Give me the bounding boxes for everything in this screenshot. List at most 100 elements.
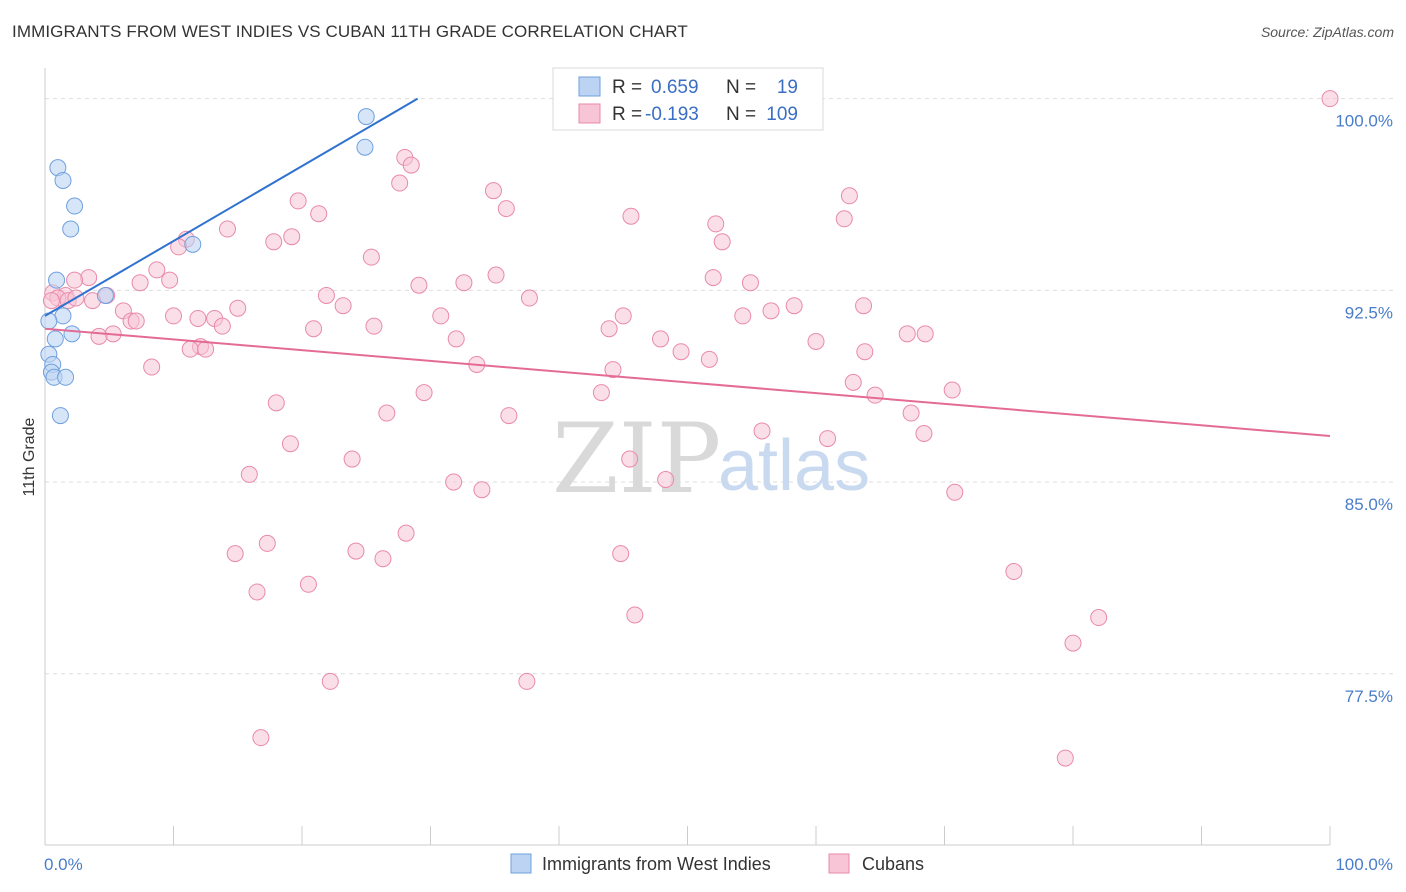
cubans-point-26	[741, 274, 759, 292]
chart-title: IMMIGRANTS FROM WEST INDIES VS CUBAN 11T…	[12, 22, 688, 41]
gridlines	[45, 98, 1393, 675]
cubans-point-27	[410, 276, 428, 294]
cubans-point-54	[600, 320, 618, 338]
cubans-point-5	[840, 187, 858, 205]
cubans-point-99	[299, 575, 317, 593]
west-indies-point-3	[54, 171, 72, 189]
correlation-legend: R = 0.659 N = 19 R = -0.193 N = 109	[552, 67, 824, 131]
y-tick-label-1: 92.5%	[1345, 303, 1393, 322]
y-axis-label: 11th Grade	[21, 417, 38, 496]
x-tick-label-right: 100.0%	[1335, 855, 1393, 874]
legend-n-value-1: 19	[777, 77, 798, 98]
source-credit: Source: ZipAtlas.com	[1260, 24, 1394, 40]
cubans-point-68	[700, 350, 718, 368]
cubans-point-76	[866, 386, 884, 404]
legend-n-label-1: N =	[726, 77, 756, 98]
west-indies-point-8	[96, 286, 114, 304]
cubans-point-20	[487, 266, 505, 284]
watermark-atlas: atlas	[718, 426, 870, 506]
cubans-point-22	[161, 271, 179, 289]
y-tick-labels: 100.0% 92.5% 85.0% 77.5%	[1335, 112, 1393, 706]
cubans-point-71	[604, 361, 622, 379]
cubans-point-72	[844, 373, 862, 391]
cubans-point-104	[321, 672, 339, 690]
legend-r-value-2: -0.193	[645, 104, 699, 125]
cubans-point-96	[612, 545, 630, 563]
cubans-point-77	[267, 394, 285, 412]
cubans-point-91	[946, 483, 964, 501]
cubans-point-12	[218, 220, 236, 238]
cubans-point-38	[334, 297, 352, 315]
cubans-point-74	[415, 384, 433, 402]
cubans-point-105	[518, 672, 536, 690]
cubans-point-60	[447, 330, 465, 348]
cubans-point-92	[397, 524, 415, 542]
cubans-trend-line	[44, 327, 1331, 438]
legend-swatch-cubans	[578, 103, 601, 124]
cubans-point-4	[484, 182, 502, 200]
watermark: ZIP atlas	[552, 403, 870, 515]
y-tick-label-2: 85.0%	[1345, 495, 1393, 514]
cubans-point-106	[252, 729, 270, 747]
west-indies-point-7	[48, 271, 66, 289]
cubans-point-73	[943, 381, 961, 399]
bottom-legend-swatch-west-indies	[510, 853, 532, 874]
bottom-legend-label-west-indies: Immigrants from West Indies	[542, 854, 771, 874]
west-indies-point-0	[357, 108, 375, 126]
cubans-point-9	[622, 207, 640, 225]
cubans-point-32	[520, 289, 538, 307]
cubans-point-82	[915, 424, 933, 442]
cubans-point-64	[181, 340, 199, 358]
cubans-point-19	[148, 261, 166, 279]
y-tick-label-0: 100.0%	[1335, 112, 1393, 131]
legend-r-label-1: R =	[612, 77, 642, 98]
cubans-point-0	[1321, 90, 1339, 108]
west-indies-trend-line	[44, 97, 419, 317]
cubans-point-103	[1064, 634, 1082, 652]
legend-n-label-2: N =	[726, 104, 756, 125]
cubans-point-46	[762, 302, 780, 320]
cubans-point-86	[621, 450, 639, 468]
cubans-point-55	[305, 320, 323, 338]
cubans-point-100	[248, 583, 266, 601]
cubans-point-95	[226, 545, 244, 563]
cubans-point-8	[310, 205, 328, 223]
series-legend: Immigrants from West Indies Cubans	[510, 853, 924, 874]
west-indies-point-1	[356, 138, 374, 156]
cubans-point-94	[347, 542, 365, 560]
cubans-point-53	[365, 317, 383, 335]
cubans-point-52	[213, 317, 231, 335]
west-indies-point-17	[57, 368, 75, 386]
cubans-point-2	[402, 156, 420, 174]
cubans-point-21	[80, 269, 98, 287]
cubans-point-35	[42, 292, 60, 310]
cubans-point-45	[734, 307, 752, 325]
cubans-point-79	[500, 407, 518, 425]
cubans-point-85	[343, 450, 361, 468]
cubans-point-40	[855, 297, 873, 315]
cubans-point-47	[432, 307, 450, 325]
cubans-point-97	[374, 550, 392, 568]
cubans-point-102	[1090, 609, 1108, 627]
cubans-point-13	[283, 228, 301, 246]
cubans-point-7	[497, 200, 515, 218]
cubans-point-25	[455, 274, 473, 292]
cubans-point-44	[614, 307, 632, 325]
west-indies-point-4	[66, 197, 84, 215]
cubans-point-48	[189, 309, 207, 327]
cubans-point-24	[131, 274, 149, 292]
legend-swatch-west-indies	[578, 76, 601, 97]
cubans-point-23	[66, 271, 84, 289]
cubans-point-10	[835, 210, 853, 228]
cubans-point-62	[807, 332, 825, 350]
y-tick-label-3: 77.5%	[1345, 687, 1393, 706]
cubans-point-87	[240, 465, 258, 483]
cubans-point-51	[127, 312, 145, 330]
cubans-point-15	[265, 233, 283, 251]
cubans-point-70	[143, 358, 161, 376]
cubans-point-59	[916, 325, 934, 343]
cubans-point-83	[819, 430, 837, 448]
cubans-point-6	[289, 192, 307, 210]
cubans-point-31	[317, 286, 335, 304]
